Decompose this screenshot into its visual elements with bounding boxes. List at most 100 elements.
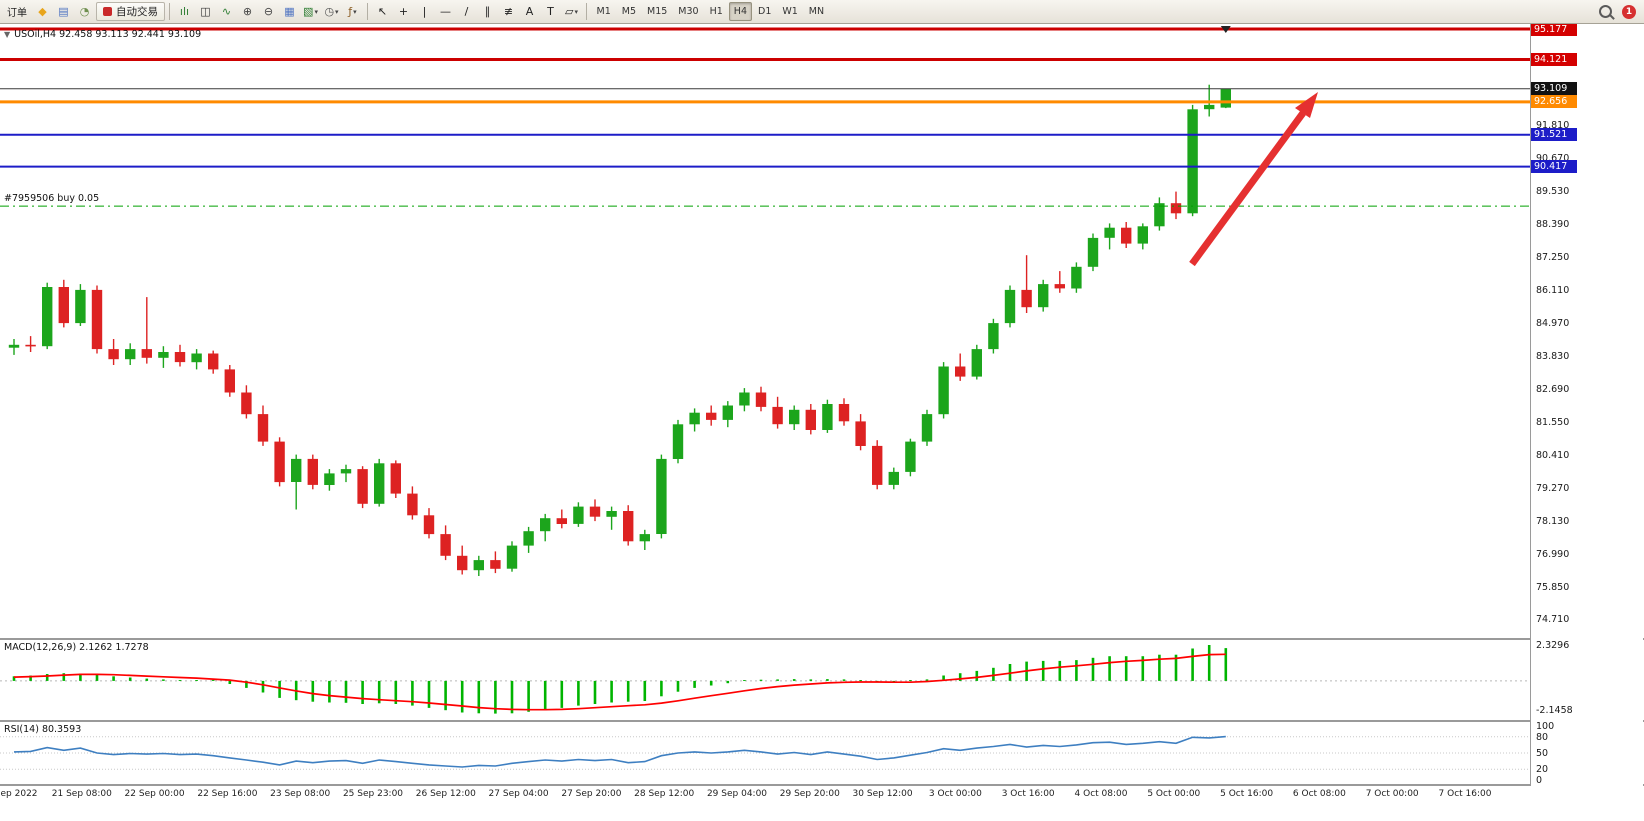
candle-body [540,518,551,532]
new-order-button[interactable]: ◆ [32,1,53,22]
indicators-button[interactable]: ƒ ▾ [342,1,363,22]
profiles-button[interactable]: ◷ ▾ [321,1,342,22]
horizontal-line-tool[interactable]: — [435,1,456,22]
vertical-line-tool[interactable]: | [414,1,435,22]
price-scale-label: 75.850 [1536,581,1570,593]
macd-panel[interactable] [0,640,1530,720]
macd-scale-max: 2.3296 [1536,640,1570,651]
one-click-trading-toggle[interactable]: ▼ [4,30,11,39]
candle-body [224,369,235,393]
cursor-tool-glyph: ↖ [377,5,388,18]
panel-separator[interactable] [0,720,1644,722]
market-watch-button[interactable]: ▤ [53,1,74,22]
time-axis-label: 20 Sep 2022 [0,789,38,799]
crosshair-tool-glyph: + [398,5,409,18]
line-chart-button[interactable]: ∿ [216,1,237,22]
price-scale-label: 82.690 [1536,383,1570,395]
time-axis-label: 6 Oct 08:00 [1292,789,1346,799]
candlestick-chart-button[interactable]: ◫ [195,1,216,22]
label-tool-glyph: T [547,5,554,18]
zoom-out-button[interactable]: ⊖ [258,1,279,22]
macd-signal-line [13,653,1226,711]
candle-body [340,469,352,474]
timeframe-h4[interactable]: H4 [728,2,752,21]
candle-body [357,469,368,504]
autotrade-button[interactable]: 自动交易 [96,2,165,21]
candle-body [58,287,69,324]
search-icon[interactable] [1599,5,1612,18]
timeframe-mn[interactable]: MN [808,6,825,17]
timeframe-m5[interactable]: M5 [621,6,636,17]
autotrade-icon [103,7,112,16]
candle-body [473,560,484,571]
price-scale-label: 86.110 [1536,285,1570,297]
zoom-in-button[interactable]: ⊕ [237,1,258,22]
crosshair-tool[interactable]: + [393,1,414,22]
timeframe-m15[interactable]: M15 [647,6,668,17]
rsi-panel[interactable] [0,722,1530,784]
price-scale-label: 84.970 [1536,317,1570,329]
zoom-out-button-glyph: ⊖ [263,5,274,18]
time-axis-label: 25 Sep 23:00 [342,789,404,799]
timeframe-m1[interactable]: M1 [596,6,611,17]
candle-body [805,409,816,430]
candle-body [822,404,833,430]
price-scale[interactable]: 91.810 90.670 89.530 88.390 87.250 86.110 84.9… [1531,22,1643,786]
candle-body [42,287,53,347]
price-scale-label: 83.830 [1536,350,1570,362]
tile-windows-button[interactable]: ▦ [279,1,300,22]
panel-separator[interactable] [0,638,1644,640]
timeframe-d1[interactable]: D1 [758,6,772,17]
trend-arrow[interactable] [1189,110,1306,267]
candlestick-chart[interactable] [0,24,1530,638]
notification-badge[interactable]: 1 [1622,4,1636,19]
new-chart-button[interactable]: ▧ ▾ [300,1,321,22]
candle-body [25,344,36,347]
candle-body [141,349,152,358]
last-bar-marker [1220,26,1231,33]
candle-body [307,458,318,485]
cursor-tool[interactable]: ↖ [372,1,393,22]
fibonacci-tool[interactable]: ≢ [498,1,519,22]
timeframe-h1[interactable]: H1 [709,6,723,17]
price-scale-label: 76.990 [1536,548,1570,560]
toolbar-separator [586,3,587,20]
rsi-scale-label: 100 [1536,721,1555,732]
bar-chart-button-glyph: ılı [179,5,190,18]
horizontal-line-tool-glyph: — [440,5,451,18]
rsi-scale-label: 80 [1536,731,1549,743]
channel-tool[interactable]: ∥ [477,1,498,22]
label-tool[interactable]: T [540,1,561,22]
shapes-tool[interactable]: ▱ ▾ [561,1,582,22]
candle-body [125,349,136,360]
time-axis-label: 26 Sep 12:00 [415,789,476,799]
text-tool[interactable]: A [519,1,540,22]
candle-body [772,406,783,425]
price-scale-border [1530,24,1531,786]
candle-body [1021,289,1032,308]
timeframe-w1[interactable]: W1 [782,6,798,17]
panel-separator[interactable] [0,784,1644,786]
candle-body [971,349,982,377]
timeframe-m30[interactable]: M30 [678,6,699,17]
time-axis-label: 28 Sep 12:00 [634,789,695,799]
candle-body [1137,226,1148,244]
candle-body [8,344,20,348]
bar-chart-button[interactable]: ılı [174,1,195,22]
price-scale-label: 91.810 [1536,120,1570,132]
price-badge: 90.417 [1531,160,1577,174]
orders-label[interactable]: 订单 [7,8,27,19]
vertical-line-tool-glyph: | [422,5,427,18]
chevron-down-icon: ▾ [335,7,339,16]
data-window-button[interactable]: ◔ [74,1,95,22]
trendline-tool[interactable]: / [456,1,477,22]
time-axis[interactable]: 20 Sep 2022 21 Sep 08:00 22 Sep 00:00 22 Se… [0,786,1644,806]
candle-body [955,366,966,377]
new-order-button-glyph: ◆ [38,5,47,18]
price-scale-label: 89.530 [1536,186,1570,198]
price-scale-label: 79.270 [1536,482,1570,494]
candle-body [374,463,385,504]
time-axis-label: 23 Sep 08:00 [270,789,331,799]
time-axis-label: 29 Sep 20:00 [779,789,840,799]
candle-body [407,493,418,516]
